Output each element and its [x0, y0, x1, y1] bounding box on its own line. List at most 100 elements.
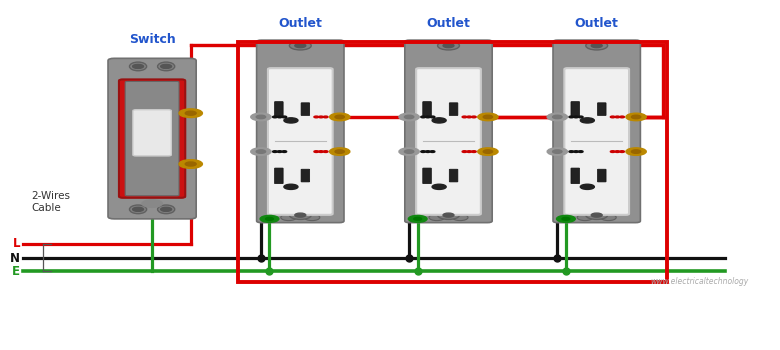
FancyBboxPatch shape — [417, 68, 480, 215]
Circle shape — [335, 115, 345, 119]
Circle shape — [295, 213, 306, 217]
Circle shape — [319, 116, 323, 118]
FancyBboxPatch shape — [133, 110, 172, 156]
Ellipse shape — [601, 214, 616, 220]
Circle shape — [610, 151, 615, 153]
Circle shape — [466, 151, 471, 153]
Circle shape — [133, 207, 144, 211]
Circle shape — [284, 184, 298, 189]
Ellipse shape — [438, 211, 459, 219]
Circle shape — [179, 109, 203, 118]
Circle shape — [626, 148, 646, 155]
Circle shape — [431, 151, 435, 153]
Circle shape — [251, 148, 271, 155]
Circle shape — [319, 151, 323, 153]
Circle shape — [314, 151, 319, 153]
FancyBboxPatch shape — [449, 169, 458, 182]
Circle shape — [443, 213, 454, 217]
Circle shape — [462, 151, 466, 153]
Ellipse shape — [586, 41, 608, 50]
Circle shape — [265, 217, 273, 220]
Circle shape — [569, 151, 574, 153]
Circle shape — [408, 215, 427, 222]
Circle shape — [615, 116, 620, 118]
Circle shape — [186, 162, 197, 166]
Text: Outlet: Outlet — [575, 17, 619, 30]
Text: Switch: Switch — [129, 33, 176, 46]
Circle shape — [256, 115, 265, 119]
FancyBboxPatch shape — [571, 168, 580, 184]
Circle shape — [273, 116, 278, 118]
Circle shape — [580, 184, 594, 189]
Ellipse shape — [129, 62, 147, 71]
Circle shape — [632, 150, 641, 153]
Circle shape — [284, 118, 298, 123]
Text: 2-Wires
Cable: 2-Wires Cable — [31, 191, 70, 213]
Circle shape — [574, 151, 579, 153]
Ellipse shape — [129, 205, 147, 214]
Text: N: N — [10, 252, 20, 265]
Ellipse shape — [158, 62, 175, 71]
Circle shape — [161, 207, 172, 211]
Text: Outlet: Outlet — [427, 17, 470, 30]
Ellipse shape — [577, 214, 593, 220]
Circle shape — [556, 215, 576, 222]
Circle shape — [295, 44, 306, 48]
FancyBboxPatch shape — [597, 103, 606, 116]
FancyBboxPatch shape — [119, 79, 186, 198]
Circle shape — [579, 116, 583, 118]
Ellipse shape — [452, 214, 468, 220]
Circle shape — [404, 115, 413, 119]
FancyBboxPatch shape — [423, 102, 431, 117]
Ellipse shape — [289, 211, 311, 219]
Circle shape — [548, 148, 568, 155]
FancyBboxPatch shape — [423, 168, 431, 184]
Circle shape — [278, 151, 282, 153]
Circle shape — [273, 151, 278, 153]
Circle shape — [574, 116, 579, 118]
FancyBboxPatch shape — [275, 168, 283, 184]
Circle shape — [466, 116, 471, 118]
FancyBboxPatch shape — [301, 169, 310, 182]
FancyBboxPatch shape — [571, 102, 580, 117]
Circle shape — [477, 113, 498, 121]
Ellipse shape — [586, 211, 608, 219]
FancyBboxPatch shape — [449, 103, 458, 116]
Circle shape — [591, 213, 602, 217]
Circle shape — [421, 151, 426, 153]
Ellipse shape — [304, 214, 320, 220]
Circle shape — [256, 150, 265, 153]
FancyBboxPatch shape — [301, 103, 310, 116]
Circle shape — [179, 160, 203, 168]
Circle shape — [580, 118, 594, 123]
Text: Outlet: Outlet — [278, 17, 322, 30]
Circle shape — [462, 116, 466, 118]
Circle shape — [399, 148, 420, 155]
Bar — [238, 42, 667, 281]
Circle shape — [133, 64, 144, 69]
Circle shape — [615, 151, 620, 153]
Circle shape — [626, 113, 646, 121]
Circle shape — [432, 184, 446, 189]
Text: L: L — [12, 238, 20, 251]
FancyBboxPatch shape — [405, 40, 492, 223]
Circle shape — [324, 116, 328, 118]
Circle shape — [282, 116, 287, 118]
Circle shape — [619, 116, 624, 118]
FancyBboxPatch shape — [553, 40, 640, 223]
Circle shape — [443, 44, 454, 48]
FancyBboxPatch shape — [108, 58, 197, 219]
Circle shape — [421, 116, 426, 118]
FancyBboxPatch shape — [565, 68, 629, 215]
Circle shape — [553, 150, 562, 153]
Text: E: E — [12, 265, 20, 278]
Circle shape — [471, 151, 476, 153]
Circle shape — [579, 151, 583, 153]
Circle shape — [335, 150, 345, 153]
Circle shape — [610, 116, 615, 118]
Circle shape — [553, 115, 562, 119]
FancyBboxPatch shape — [268, 68, 333, 215]
Circle shape — [591, 44, 602, 48]
Text: www.electricaltechnology: www.electricaltechnology — [651, 277, 749, 286]
Circle shape — [404, 150, 413, 153]
